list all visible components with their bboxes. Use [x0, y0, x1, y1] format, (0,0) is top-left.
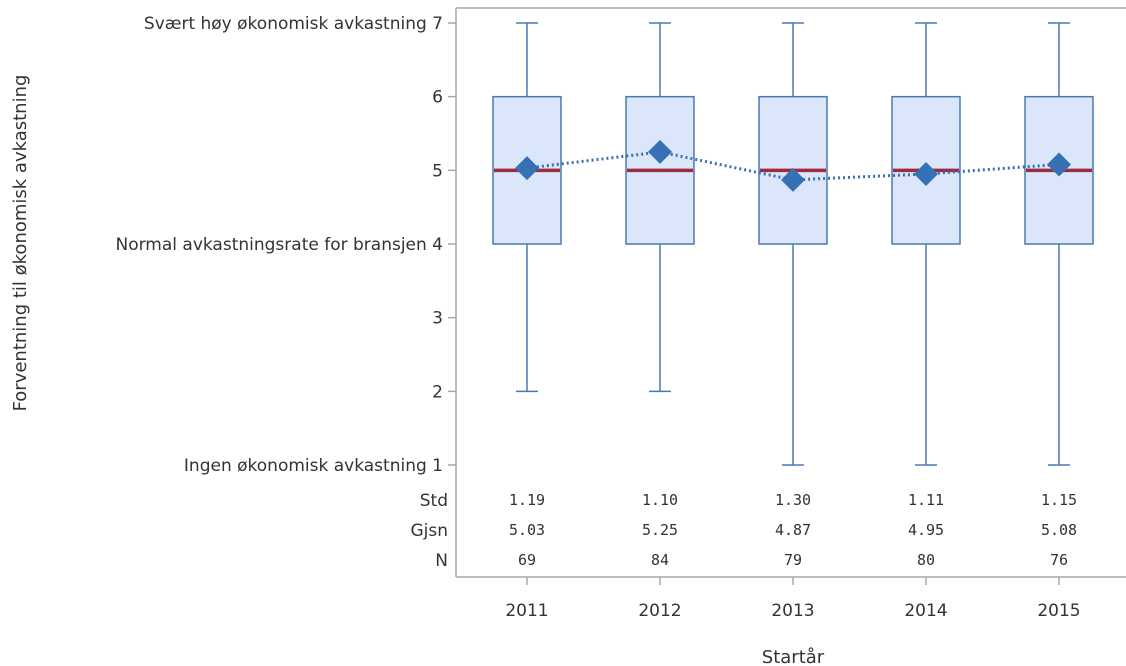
y-axis-tick-labels: Ingen økonomisk avkastning 1 2 3 Normal avk… — [115, 14, 443, 476]
plot-frame — [455, 7, 1126, 578]
stat-value-n-2015: 76 — [1050, 551, 1068, 569]
box-2013 — [758, 22, 828, 466]
stat-value-n-2012: 84 — [651, 551, 669, 569]
x-axis-tick-labels: 2011 2012 2013 2014 2015 — [505, 601, 1080, 621]
stat-value-std-2014: 1.11 — [908, 491, 944, 509]
stat-value-n-2013: 79 — [784, 551, 802, 569]
x-axis-title: Startår — [762, 647, 825, 666]
x-tick-label-2013: 2013 — [771, 601, 814, 621]
mean-series — [515, 139, 1071, 192]
mean-marker-2011 — [515, 156, 539, 181]
y-tick-label-5: 5 — [432, 161, 443, 181]
box-2011 — [492, 22, 562, 393]
box-series — [492, 22, 1094, 466]
stat-value-std-2013: 1.30 — [775, 491, 811, 509]
mean-marker-2012 — [648, 139, 672, 164]
stat-value-std-2015: 1.15 — [1041, 491, 1077, 509]
x-tick-label-2012: 2012 — [638, 601, 681, 621]
mean-marker-2015 — [1047, 152, 1071, 177]
stat-value-n-2014: 80 — [917, 551, 935, 569]
y-axis-ticks — [448, 22, 456, 466]
stat-value-std-2012: 1.10 — [642, 491, 678, 509]
box-2015 — [1024, 22, 1094, 466]
y-tick-label-6: 6 — [432, 88, 443, 108]
mean-marker-2014 — [914, 162, 938, 187]
stat-row-label-gjsn: Gjsn — [410, 521, 448, 541]
stat-value-std-2011: 1.19 — [509, 491, 545, 509]
x-tick-label-2011: 2011 — [505, 601, 548, 621]
stat-value-n-2011: 69 — [518, 551, 536, 569]
y-tick-label-1: Ingen økonomisk avkastning 1 — [184, 456, 443, 476]
stat-value-gjsn-2013: 4.87 — [775, 521, 811, 539]
stat-value-gjsn-2011: 5.03 — [509, 521, 545, 539]
stat-row-label-n: N — [435, 551, 448, 571]
y-tick-label-2: 2 — [432, 382, 443, 402]
x-tick-label-2015: 2015 — [1037, 601, 1080, 621]
stat-row-label-std: Std — [420, 491, 448, 511]
stat-value-gjsn-2015: 5.08 — [1041, 521, 1077, 539]
mean-marker-2013 — [781, 167, 805, 192]
box-2014 — [891, 22, 961, 466]
stat-value-gjsn-2012: 5.25 — [642, 521, 678, 539]
stats-table: Std 1.19 1.10 1.30 1.11 1.15 Gjsn 5.03 5.25 4.87 4… — [410, 491, 1077, 571]
y-tick-label-4: Normal avkastningsrate for bransjen 4 — [115, 235, 443, 255]
box-2012 — [625, 22, 695, 393]
y-axis-title: Forventning til økonomisk avkastning — [10, 75, 31, 412]
x-tick-label-2014: 2014 — [904, 601, 947, 621]
y-tick-label-7: Svært høy økonomisk avkastning 7 — [144, 14, 443, 34]
y-tick-label-3: 3 — [432, 309, 443, 329]
stat-value-gjsn-2014: 4.95 — [908, 521, 944, 539]
x-axis-ticks — [526, 577, 1060, 585]
